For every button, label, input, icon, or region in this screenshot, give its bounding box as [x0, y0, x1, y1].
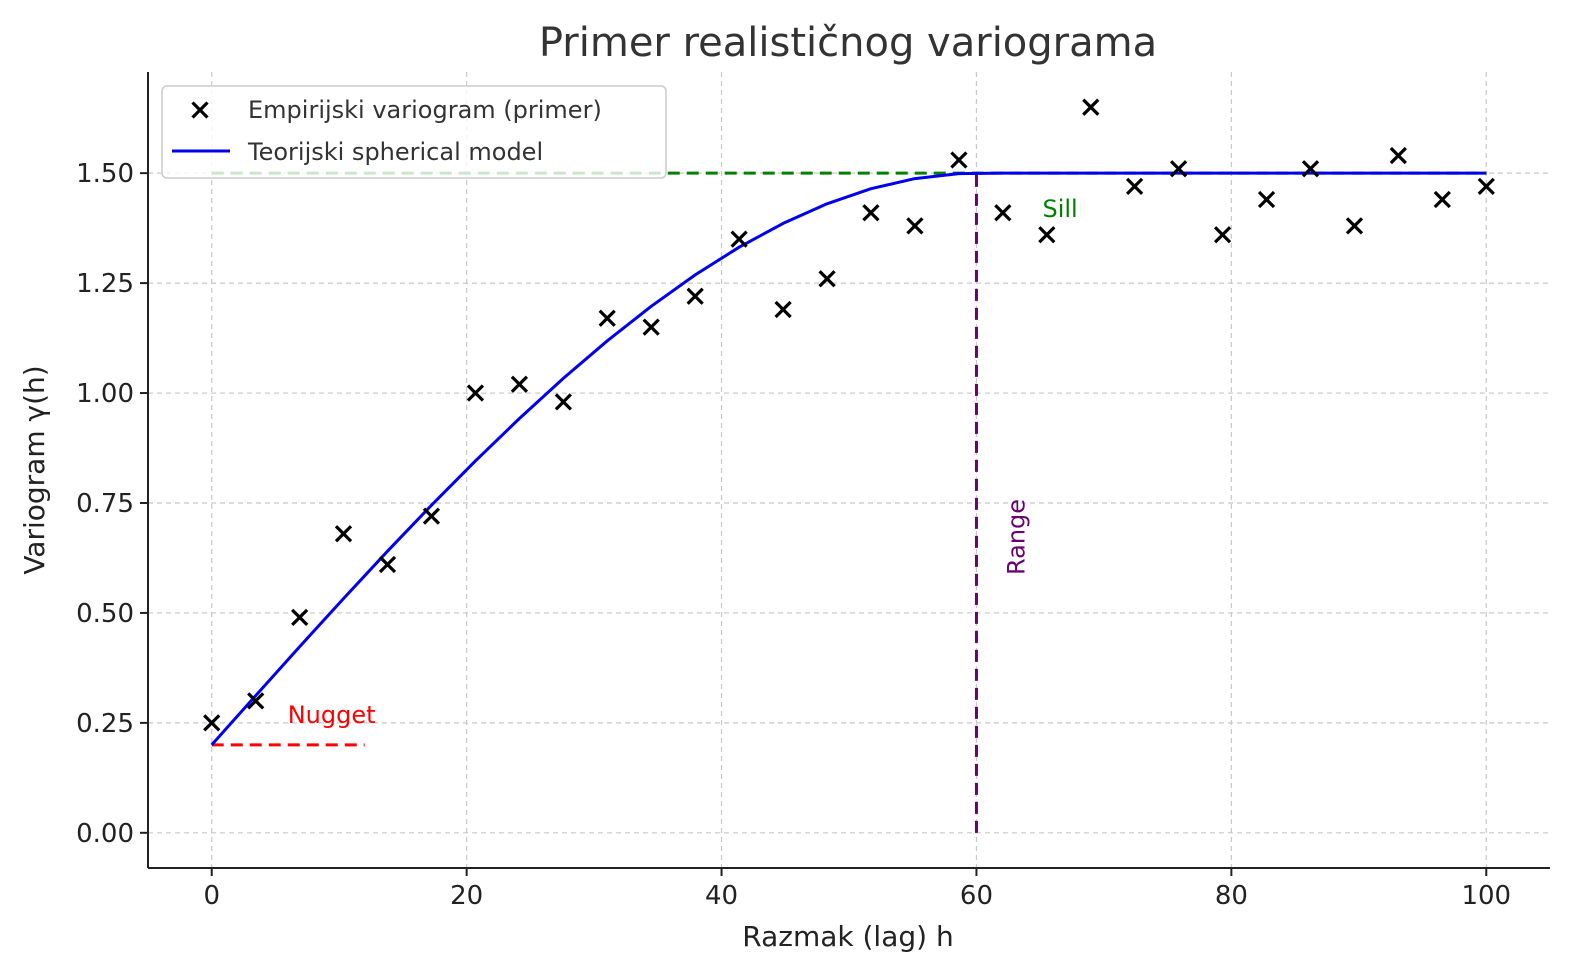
scatter-point	[686, 287, 704, 305]
scatter-point	[510, 375, 529, 393]
y-axis-label: Variogram γ(h)	[18, 365, 51, 574]
sill-label: Sill	[1042, 195, 1077, 223]
scatter-point	[1345, 217, 1364, 235]
chart-title: Primer realističnog variograma	[539, 20, 1157, 66]
y-tick-label: 1.00	[76, 379, 134, 409]
y-ticks: 0.00 0.25 0.50 0.75 1.00 1.25 1.50	[76, 159, 148, 849]
y-tick-label: 0.50	[76, 599, 134, 629]
y-tick-label: 0.00	[76, 819, 134, 849]
scatter-point	[1169, 160, 1188, 178]
scatter-point	[1082, 98, 1100, 116]
scatter-point	[818, 270, 836, 288]
scatter-point	[247, 692, 265, 710]
x-tick-label: 100	[1461, 881, 1511, 911]
x-tick-label: 80	[1215, 881, 1248, 911]
scatter-point	[1301, 160, 1320, 178]
scatter-point	[1477, 177, 1495, 195]
scatter-point	[642, 318, 660, 336]
scatter-point	[1257, 190, 1276, 209]
scatter-points	[203, 98, 1495, 732]
scatter-point	[1389, 146, 1407, 165]
x-tick-label: 20	[450, 881, 483, 911]
legend-label-model: Teorijski spherical model	[247, 138, 543, 166]
scatter-point	[862, 204, 880, 222]
y-tick-label: 1.25	[76, 269, 134, 299]
scatter-point	[774, 300, 792, 319]
scatter-point	[1433, 190, 1451, 209]
legend-marker-x	[191, 101, 209, 119]
range-label: Range	[1002, 499, 1030, 575]
scatter-point	[950, 151, 968, 169]
x-tick-label: 40	[705, 881, 738, 911]
scatter-point	[1038, 226, 1056, 244]
scatter-point	[203, 714, 221, 732]
scatter-point	[422, 507, 441, 525]
legend-frame	[161, 85, 667, 179]
x-tick-label: 60	[960, 881, 993, 911]
scatter-point	[291, 608, 309, 626]
scatter-point	[730, 230, 748, 248]
scatter-point	[1213, 226, 1232, 244]
scatter-point	[598, 309, 616, 327]
scatter-point	[466, 384, 485, 402]
x-ticks: 0 20 40 60 80 100	[203, 868, 1511, 911]
axes	[147, 72, 1550, 869]
model-layer	[210, 171, 1487, 746]
scatter-point	[994, 204, 1012, 222]
legend-label-empirical: Empirijski variogram (primer)	[248, 96, 602, 124]
x-tick-label: 0	[203, 881, 220, 911]
y-tick-label: 0.75	[76, 489, 134, 519]
legend: Empirijski variogram (primer) Teorijski …	[161, 85, 667, 179]
grid-lines	[148, 72, 1550, 868]
scatter-point	[1125, 177, 1144, 195]
y-tick-label: 0.25	[76, 709, 134, 739]
y-tick-label: 1.50	[76, 159, 134, 189]
spherical-model-line	[210, 171, 1487, 746]
scatter-point	[378, 555, 397, 574]
scatter-point	[334, 525, 353, 543]
x-axis-label: Razmak (lag) h	[742, 920, 953, 953]
scatter-point	[906, 217, 924, 235]
nugget-label: Nugget	[288, 701, 376, 729]
scatter-point	[554, 393, 573, 411]
